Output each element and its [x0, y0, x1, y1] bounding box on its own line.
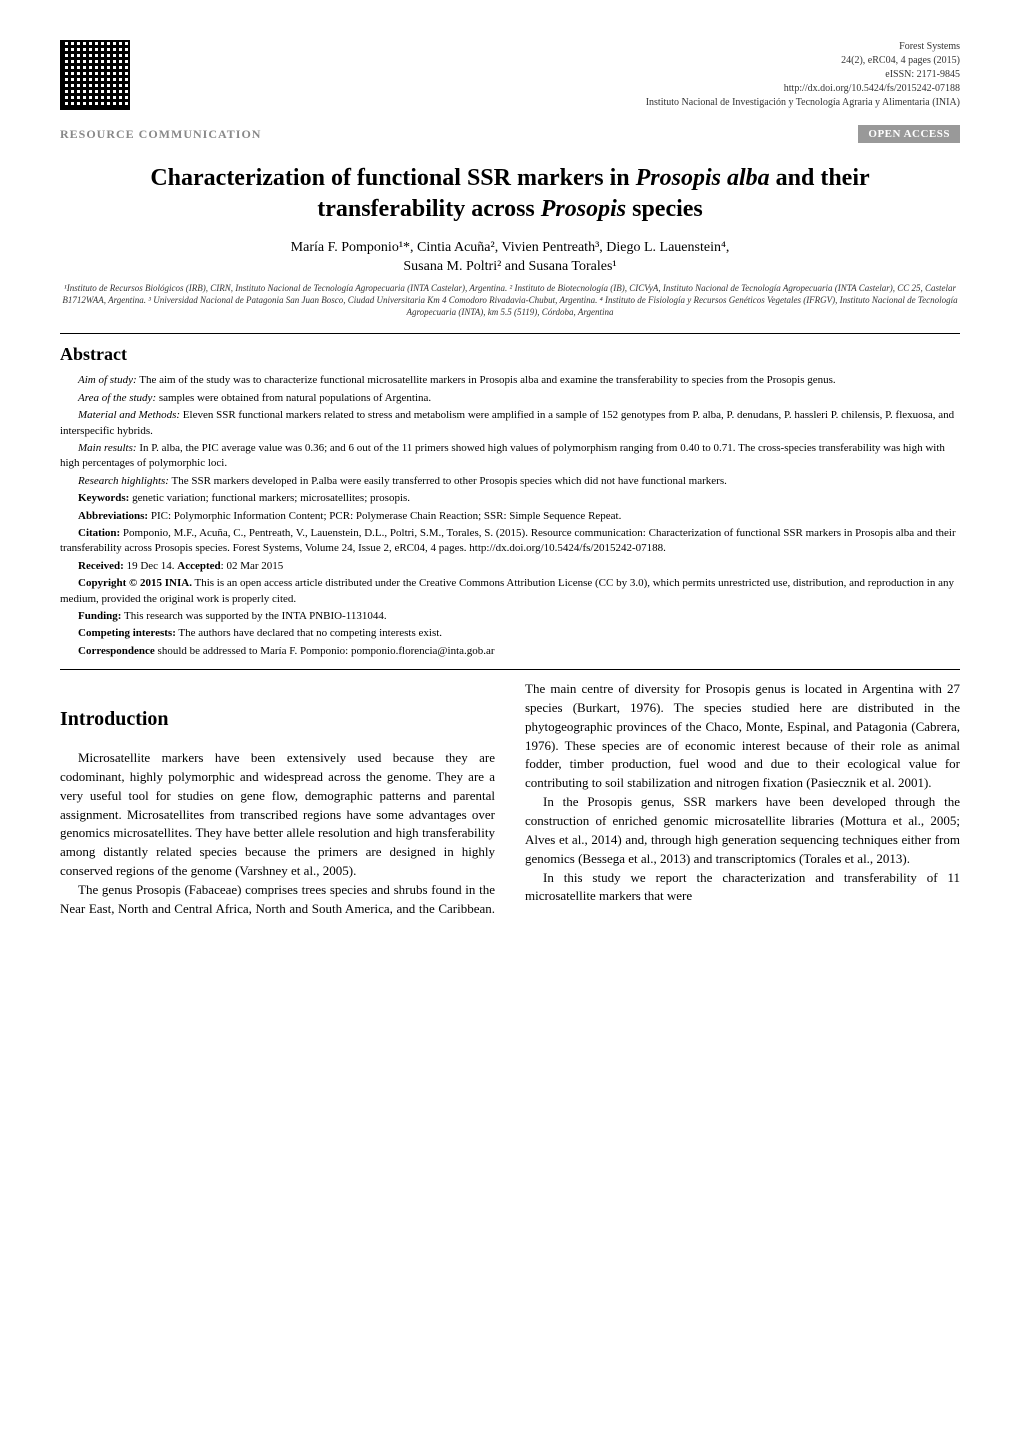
article-title: Characterization of functional SSR marke…: [100, 163, 920, 225]
title-part1: Characterization of functional SSR marke…: [150, 165, 635, 191]
results-text: In P. alba, the PIC average value was 0.…: [60, 442, 945, 469]
competing-label: Competing interests:: [78, 627, 176, 639]
methods-text: Eleven SSR functional markers related to…: [60, 409, 954, 436]
title-em1: Prosopis alba: [636, 165, 770, 191]
aim-text: The aim of the study was to characterize…: [137, 374, 836, 386]
resource-communication-label: RESOURCE COMMUNICATION: [60, 127, 261, 142]
accepted-label: Accepted: [177, 560, 220, 572]
funding-label: Funding:: [78, 610, 121, 622]
authors-line2: Susana M. Poltri² and Susana Torales¹: [60, 259, 960, 275]
keywords-text: genetic variation; functional markers; m…: [129, 492, 410, 504]
intro-p1: Microsatellite markers have been extensi…: [60, 749, 495, 881]
funding-text: This research was supported by the INTA …: [121, 610, 386, 622]
affiliations: ¹Instituto de Recursos Biológicos (IRB),…: [60, 283, 960, 318]
methods-label: Material and Methods:: [78, 409, 180, 421]
abbrev-text: PIC: Polymorphic Information Content; PC…: [148, 510, 621, 522]
correspondence-text: should be addressed to María F. Pomponio…: [155, 645, 495, 657]
highlights-label: Research highlights:: [78, 475, 169, 487]
abstract-body: Aim of study: The aim of the study was t…: [60, 373, 960, 659]
aim-label: Aim of study:: [78, 374, 137, 386]
intro-p3: In the Prosopis genus, SSR markers have …: [525, 793, 960, 868]
resource-row: RESOURCE COMMUNICATION OPEN ACCESS: [60, 125, 960, 143]
received-text: 19 Dec 14.: [124, 560, 177, 572]
abbrev-label: Abbreviations:: [78, 510, 148, 522]
journal-name: Forest Systems: [646, 40, 960, 54]
highlights-text: The SSR markers developed in P.alba were…: [169, 475, 727, 487]
intro-p4: In this study we report the characteriza…: [525, 869, 960, 907]
intro-heading: Introduction: [60, 705, 495, 734]
correspondence-label: Correspondence: [78, 645, 155, 657]
competing-text: The authors have declared that no compet…: [176, 627, 442, 639]
copyright-label: Copyright © 2015 INIA.: [78, 577, 192, 589]
keywords-label: Keywords:: [78, 492, 129, 504]
header-row: Forest Systems 24(2), eRC04, 4 pages (20…: [60, 40, 960, 110]
title-part3: species: [626, 196, 703, 222]
eissn: eISSN: 2171-9845: [646, 68, 960, 82]
results-label: Main results:: [78, 442, 137, 454]
authors-line1: María F. Pomponio¹*, Cintia Acuña², Vivi…: [60, 240, 960, 256]
divider: [60, 333, 960, 334]
intro-columns: Introduction Microsatellite markers have…: [60, 680, 960, 919]
copyright-text: This is an open access article distribut…: [60, 577, 954, 604]
volume-line: 24(2), eRC04, 4 pages (2015): [646, 54, 960, 68]
qr-code-icon: [60, 40, 130, 110]
abstract-heading: Abstract: [60, 344, 960, 365]
area-label: Area of the study:: [78, 392, 156, 404]
open-access-badge: OPEN ACCESS: [858, 125, 960, 143]
citation-label: Citation:: [78, 527, 120, 539]
journal-meta: Forest Systems 24(2), eRC04, 4 pages (20…: [646, 40, 960, 110]
title-em2: Prosopis: [541, 196, 626, 222]
publisher: Instituto Nacional de Investigación y Te…: [646, 96, 960, 110]
area-text: samples were obtained from natural popul…: [156, 392, 431, 404]
divider: [60, 669, 960, 670]
accepted-text: : 02 Mar 2015: [221, 560, 284, 572]
doi: http://dx.doi.org/10.5424/fs/2015242-071…: [646, 82, 960, 96]
received-label: Received:: [78, 560, 124, 572]
citation-text: Pomponio, M.F., Acuña, C., Pentreath, V.…: [60, 527, 956, 554]
